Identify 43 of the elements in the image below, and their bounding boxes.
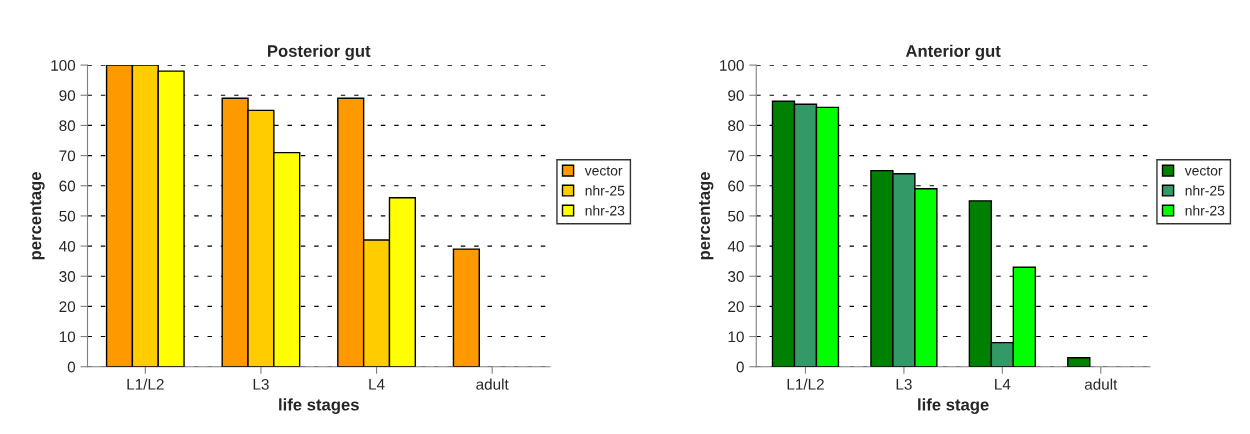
legend-label: vector — [584, 166, 623, 176]
y-axis-title: percentage — [699, 172, 714, 260]
y-tick-label: 30 — [59, 271, 76, 282]
y-tick-label: 90 — [59, 90, 76, 101]
y-tick-label: 20 — [59, 301, 76, 313]
chart-title: Anterior gut — [905, 44, 1001, 61]
x-tick-label: L4 — [995, 379, 1011, 390]
x-tick-label: L1/L2 — [127, 378, 164, 390]
legend-label: nhr-25 — [585, 185, 625, 196]
y-tick-label: 80 — [728, 120, 744, 132]
legend-label: nhr-23 — [585, 205, 625, 216]
chart-title: Posterior gut — [268, 44, 371, 61]
y-tick-label: 40 — [727, 240, 744, 252]
legend-label: nhr-23 — [1185, 205, 1225, 216]
legend-label: nhr-25 — [1185, 185, 1225, 196]
bar — [1067, 356, 1091, 367]
y-tick-label: 100 — [51, 59, 76, 71]
y-tick-label: 50 — [728, 210, 744, 222]
x-tick-label: L1/L2 — [787, 378, 824, 390]
x-tick-label: adult — [1084, 378, 1118, 390]
y-tick-label: 100 — [720, 59, 744, 71]
y-tick-label: 70 — [59, 150, 76, 162]
y-tick-label: 0 — [67, 361, 76, 373]
y-tick-label: 70 — [728, 150, 744, 162]
y-tick-label: 10 — [728, 331, 744, 343]
y-tick-label: 10 — [59, 331, 76, 343]
y-tick-label: 30 — [728, 271, 744, 282]
y-tick-label: 50 — [59, 210, 76, 222]
y-axis-title: percentage — [30, 172, 45, 260]
x-tick-label: L4 — [369, 379, 385, 390]
x-tick-label: L3 — [896, 378, 912, 390]
y-tick-label: 80 — [59, 120, 76, 132]
x-tick-label: L3 — [253, 378, 269, 390]
x-tick-label: adult — [476, 378, 509, 390]
y-tick-label: 20 — [728, 301, 744, 313]
y-tick-label: 60 — [728, 180, 744, 192]
y-tick-label: 40 — [59, 240, 76, 252]
y-tick-label: 60 — [59, 180, 76, 192]
x-axis-title: life stage — [918, 398, 989, 414]
y-tick-label: 90 — [728, 90, 744, 101]
y-tick-label: 0 — [736, 361, 744, 373]
legend-label: vector — [1184, 166, 1223, 176]
x-axis-title: life stages — [279, 398, 359, 414]
